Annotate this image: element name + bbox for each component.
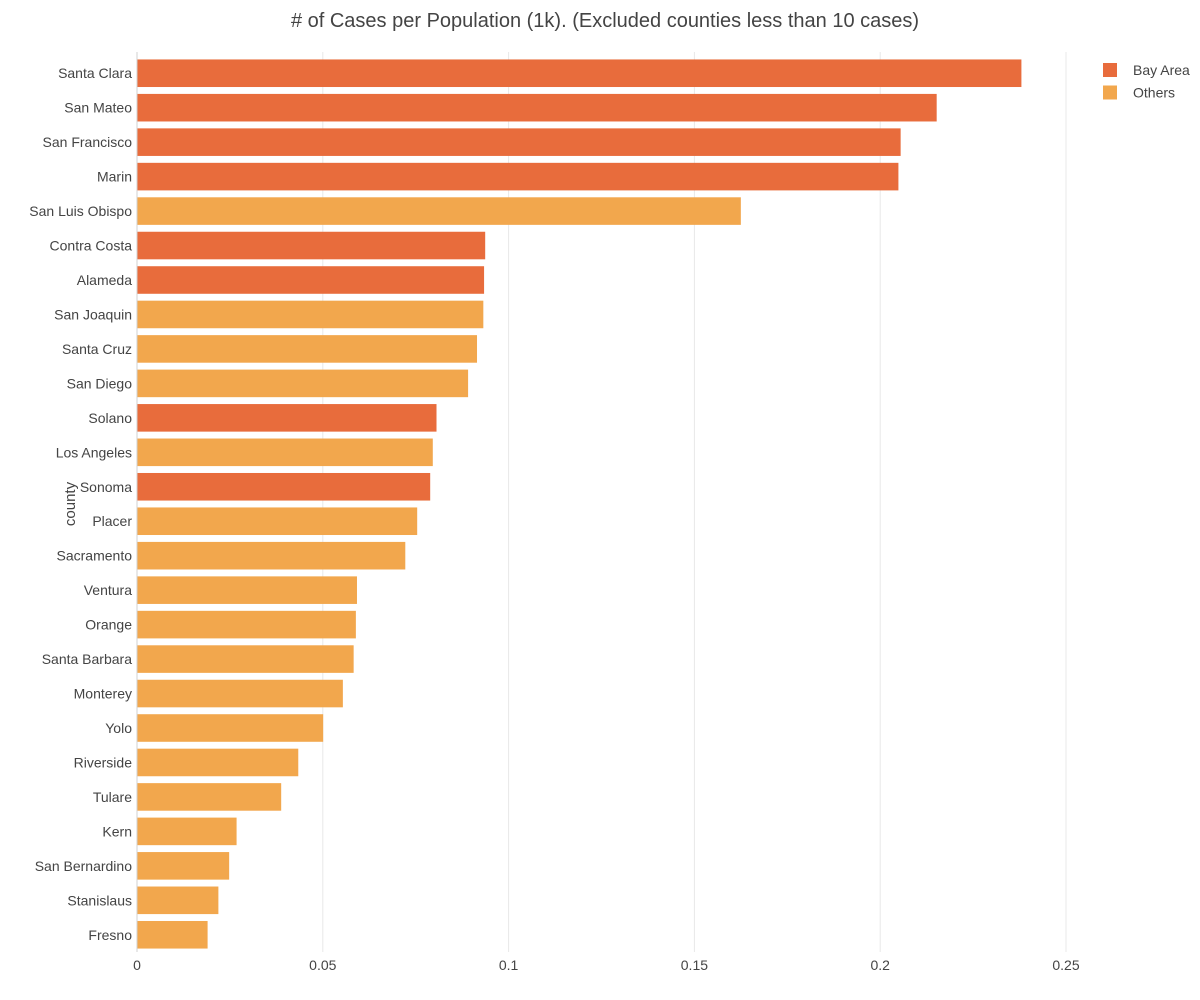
y-tick-label: San Joaquin	[54, 306, 132, 322]
bars	[137, 59, 1022, 949]
y-tick-label: Tulare	[93, 789, 132, 805]
bar[interactable]	[137, 300, 484, 329]
x-tick-label: 0.05	[309, 957, 336, 973]
bar[interactable]	[137, 507, 418, 536]
y-tick-label: Yolo	[105, 720, 132, 736]
legend-swatch[interactable]	[1103, 63, 1117, 77]
bar[interactable]	[137, 645, 354, 673]
y-tick-label: Riverside	[74, 754, 133, 770]
bar[interactable]	[137, 576, 357, 604]
x-tick-label: 0.25	[1052, 957, 1079, 973]
y-tick-label: Contra Costa	[50, 238, 133, 254]
bar[interactable]	[137, 783, 282, 811]
y-tick-label: Stanislaus	[67, 892, 132, 908]
y-tick-label: Orange	[85, 617, 132, 633]
y-tick-label: Ventura	[84, 582, 132, 598]
y-tick-labels: Santa Clara San Mateo San Francisco Marin Sa…	[29, 65, 132, 943]
y-tick-label: Fresno	[88, 927, 132, 943]
bar[interactable]	[137, 404, 437, 432]
chart-title: # of Cases per Population (1k). (Exclude…	[290, 10, 920, 32]
y-tick-label: Kern	[102, 823, 132, 839]
y-tick-label: Solano	[88, 410, 132, 426]
bar[interactable]	[137, 266, 485, 294]
y-tick-label: Santa Barbara	[42, 651, 132, 667]
bar[interactable]	[137, 197, 741, 225]
y-tick-label: San Bernardino	[35, 858, 133, 874]
x-tick-labels: 0 0.05 0.1 0.15 0.2 0.25	[133, 957, 1080, 973]
bar[interactable]	[137, 817, 237, 846]
y-tick-label: Marin	[97, 169, 132, 185]
y-tick-label: Los Angeles	[56, 444, 132, 460]
y-tick-label: Santa Clara	[58, 65, 132, 81]
bar[interactable]	[137, 231, 486, 260]
bar[interactable]	[137, 369, 469, 398]
y-tick-label: Placer	[92, 513, 132, 529]
y-tick-label: San Mateo	[64, 100, 132, 116]
bar[interactable]	[137, 886, 219, 915]
y-tick-label: Sacramento	[57, 548, 133, 564]
grid-lines	[136, 52, 1067, 952]
bar[interactable]	[137, 472, 431, 501]
y-tick-label: Monterey	[74, 686, 132, 702]
bar[interactable]	[137, 852, 230, 880]
bar[interactable]	[137, 335, 478, 363]
bar[interactable]	[137, 93, 937, 122]
y-tick-label: Alameda	[77, 272, 132, 288]
x-tick-label: 0	[133, 957, 141, 973]
bar[interactable]	[137, 748, 299, 777]
bar[interactable]	[137, 438, 433, 467]
legend: Bay Area Others	[1103, 62, 1190, 101]
x-tick-label: 0.2	[870, 957, 890, 973]
bar[interactable]	[137, 541, 406, 570]
bar[interactable]	[137, 128, 901, 156]
y-tick-label: Santa Cruz	[62, 341, 132, 357]
bar[interactable]	[137, 679, 343, 708]
y-tick-label: San Luis Obispo	[29, 203, 132, 219]
legend-swatch[interactable]	[1103, 85, 1117, 100]
x-tick-label: 0.1	[499, 957, 519, 973]
bar[interactable]	[137, 610, 356, 639]
y-axis-title: county	[62, 481, 79, 526]
bar[interactable]	[137, 920, 208, 949]
legend-label[interactable]: Others	[1133, 85, 1175, 101]
legend-label[interactable]: Bay Area	[1133, 62, 1190, 78]
bar[interactable]	[137, 714, 324, 742]
y-tick-label: Sonoma	[80, 479, 132, 495]
bar[interactable]	[137, 162, 899, 191]
y-tick-label: San Francisco	[43, 134, 133, 150]
x-tick-label: 0.15	[681, 957, 708, 973]
bar[interactable]	[137, 59, 1022, 88]
y-tick-label: San Diego	[67, 375, 133, 391]
